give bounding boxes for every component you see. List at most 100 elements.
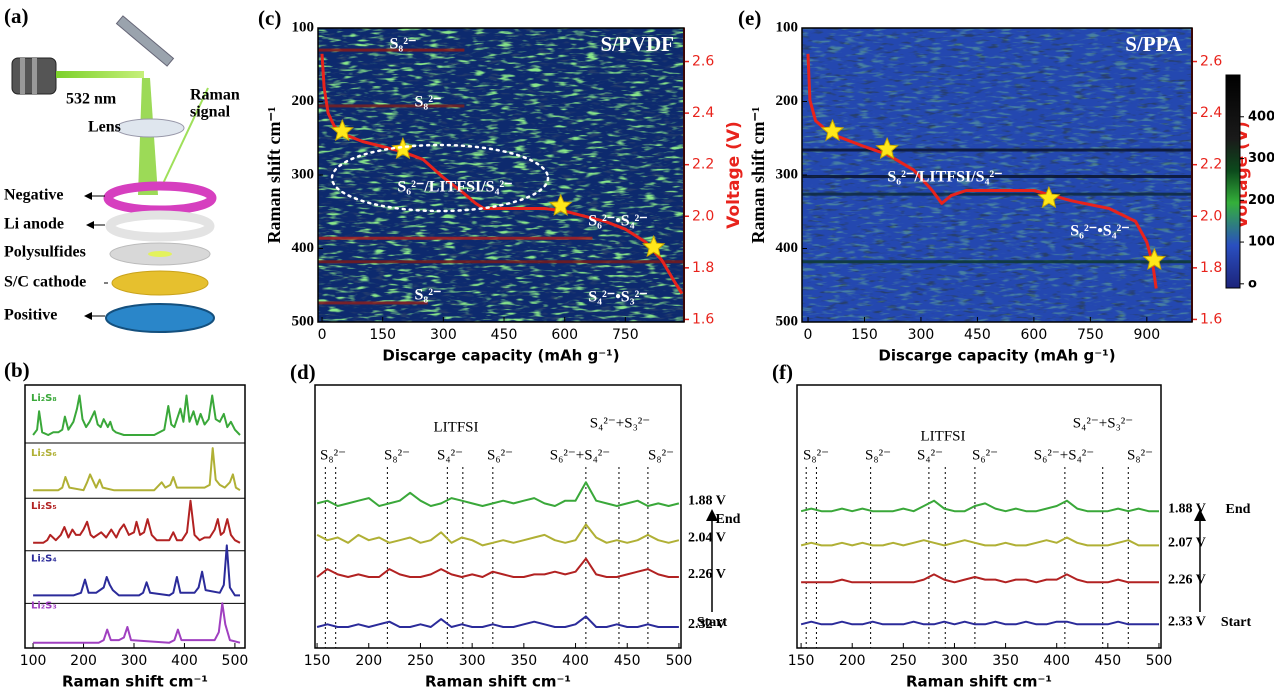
beam bbox=[56, 71, 144, 78]
series-label: 2.26 V bbox=[688, 567, 726, 582]
x-tick-label: 450 bbox=[964, 327, 991, 343]
y2-tick-label: 1.6 bbox=[1200, 311, 1222, 327]
y-tick-label: 200 bbox=[776, 93, 799, 109]
spectrum bbox=[33, 499, 241, 544]
x-tick-label: 300 bbox=[121, 653, 148, 669]
panel-label: (b) bbox=[4, 358, 30, 382]
schematic: (a) 532 nm Raman signal Lens Negative Li… bbox=[4, 4, 240, 333]
heatmap-band bbox=[802, 175, 1192, 178]
series-label: Li₂S₅ bbox=[31, 501, 57, 512]
series-label: 2.32 V bbox=[688, 617, 726, 632]
y-tick-label: 100 bbox=[776, 19, 799, 35]
layer-label: Polysulfides bbox=[4, 244, 86, 261]
heatmap-band bbox=[318, 104, 465, 108]
series-label: 2.07 V bbox=[1168, 536, 1206, 551]
x-tick-label: 750 bbox=[1077, 327, 1104, 343]
highlight-ellipse bbox=[330, 143, 550, 213]
annotation: S₆²⁻/LITFSI/S₄²⁻ bbox=[397, 179, 512, 196]
annotation: S₆²⁻•S₄²⁻ bbox=[588, 213, 647, 230]
y-tick-label: 300 bbox=[776, 166, 799, 182]
annotation: S₈²⁻ bbox=[390, 36, 417, 53]
x-tick-label: 450 bbox=[1094, 653, 1121, 669]
x-tick-label: 900 bbox=[1133, 327, 1160, 343]
y2-tick-label: 2.4 bbox=[692, 105, 714, 121]
layer bbox=[105, 303, 215, 333]
x-tick-label: 400 bbox=[562, 653, 589, 669]
panel-label: (a) bbox=[4, 4, 29, 28]
spectrum bbox=[33, 447, 241, 492]
heatmap-band bbox=[802, 192, 1192, 196]
spectrum bbox=[800, 499, 1159, 513]
y-tick-label: 400 bbox=[776, 240, 799, 256]
x-tick-label: 400 bbox=[171, 653, 198, 669]
spectrum bbox=[32, 394, 241, 436]
side-label: End bbox=[716, 512, 741, 527]
annotation: S₆²⁻/LITFSI/S₄²⁻ bbox=[887, 169, 1002, 186]
marker-star bbox=[1142, 247, 1167, 271]
x-axis-label: Discarge capacity (mAh g⁻¹) bbox=[878, 347, 1115, 365]
annotation: S₈²⁻ bbox=[415, 287, 442, 304]
x-tick-label: 300 bbox=[941, 653, 968, 669]
x-tick-label: 250 bbox=[890, 653, 917, 669]
marker-star bbox=[641, 234, 666, 258]
spectrum bbox=[33, 544, 240, 597]
x-axis-label: Raman shift cm⁻¹ bbox=[62, 673, 208, 691]
spectrum bbox=[316, 481, 680, 507]
heatmap-band bbox=[802, 148, 1192, 152]
y-tick-label: 200 bbox=[292, 93, 315, 109]
x-tick-label: 500 bbox=[666, 653, 693, 669]
y2-tick-label: 2.2 bbox=[1200, 157, 1222, 173]
plot-frame bbox=[314, 384, 682, 649]
panel-label: (e) bbox=[738, 6, 761, 30]
side-label: Start bbox=[697, 615, 728, 630]
x-tick-label: 350 bbox=[992, 653, 1019, 669]
x-tick-label: 150 bbox=[788, 653, 815, 669]
y-tick-label: 400 bbox=[292, 240, 315, 256]
series-label: Li₂S₄ bbox=[31, 553, 57, 564]
x-tick-label: 300 bbox=[459, 653, 486, 669]
x-tick-label: 200 bbox=[70, 653, 97, 669]
annotation: S₄²⁻ bbox=[437, 447, 463, 463]
x-tick-label: 300 bbox=[430, 327, 457, 343]
annotation: S₆²⁻ bbox=[487, 447, 513, 463]
plot-frame bbox=[24, 384, 246, 649]
x-axis-label: Raman shift cm⁻¹ bbox=[906, 673, 1052, 691]
x-tick-label: 600 bbox=[551, 327, 578, 343]
annotation: S₈²⁻ bbox=[803, 447, 829, 463]
annotation: S₄²⁻•S₃²⁻ bbox=[588, 289, 647, 306]
lens bbox=[115, 118, 185, 138]
x-tick-label: 200 bbox=[355, 653, 382, 669]
y2-tick-label: 2.6 bbox=[692, 54, 714, 70]
signal-beam bbox=[159, 87, 209, 191]
heatmap-band bbox=[318, 301, 428, 305]
heatmap-band bbox=[318, 260, 684, 264]
layer bbox=[105, 210, 215, 242]
marker-star bbox=[1037, 185, 1061, 209]
x-tick-label: 150 bbox=[851, 327, 878, 343]
x-tick-label: 500 bbox=[1146, 653, 1173, 669]
x-tick-label: 200 bbox=[839, 653, 866, 669]
annotation: LITFSI bbox=[921, 428, 966, 444]
layer-label: Positive bbox=[4, 307, 57, 324]
heatmap-texture bbox=[318, 28, 684, 322]
marker-star bbox=[820, 118, 845, 142]
colorbar-tick-label: 200 bbox=[1248, 193, 1274, 208]
marker-star bbox=[548, 193, 573, 216]
annotation: S₆²⁻•S₄²⁻ bbox=[1070, 223, 1129, 240]
y2-tick-label: 2.0 bbox=[1200, 208, 1222, 224]
side-label: End bbox=[1226, 502, 1251, 517]
annotation: LITFSI bbox=[434, 419, 479, 435]
y2-tick-label: 1.6 bbox=[692, 311, 714, 327]
x-tick-label: 450 bbox=[614, 653, 641, 669]
laser-ring bbox=[20, 58, 25, 94]
marker-star bbox=[391, 136, 415, 160]
x-tick-label: 300 bbox=[908, 327, 935, 343]
x-tick-label: 0 bbox=[318, 327, 327, 343]
plot-frame bbox=[317, 27, 685, 323]
series-label: 1.88 V bbox=[688, 494, 726, 509]
spot bbox=[148, 251, 172, 257]
x-tick-label: 450 bbox=[491, 327, 518, 343]
spectrum bbox=[33, 602, 241, 644]
y2-tick-label: 1.8 bbox=[692, 260, 714, 276]
